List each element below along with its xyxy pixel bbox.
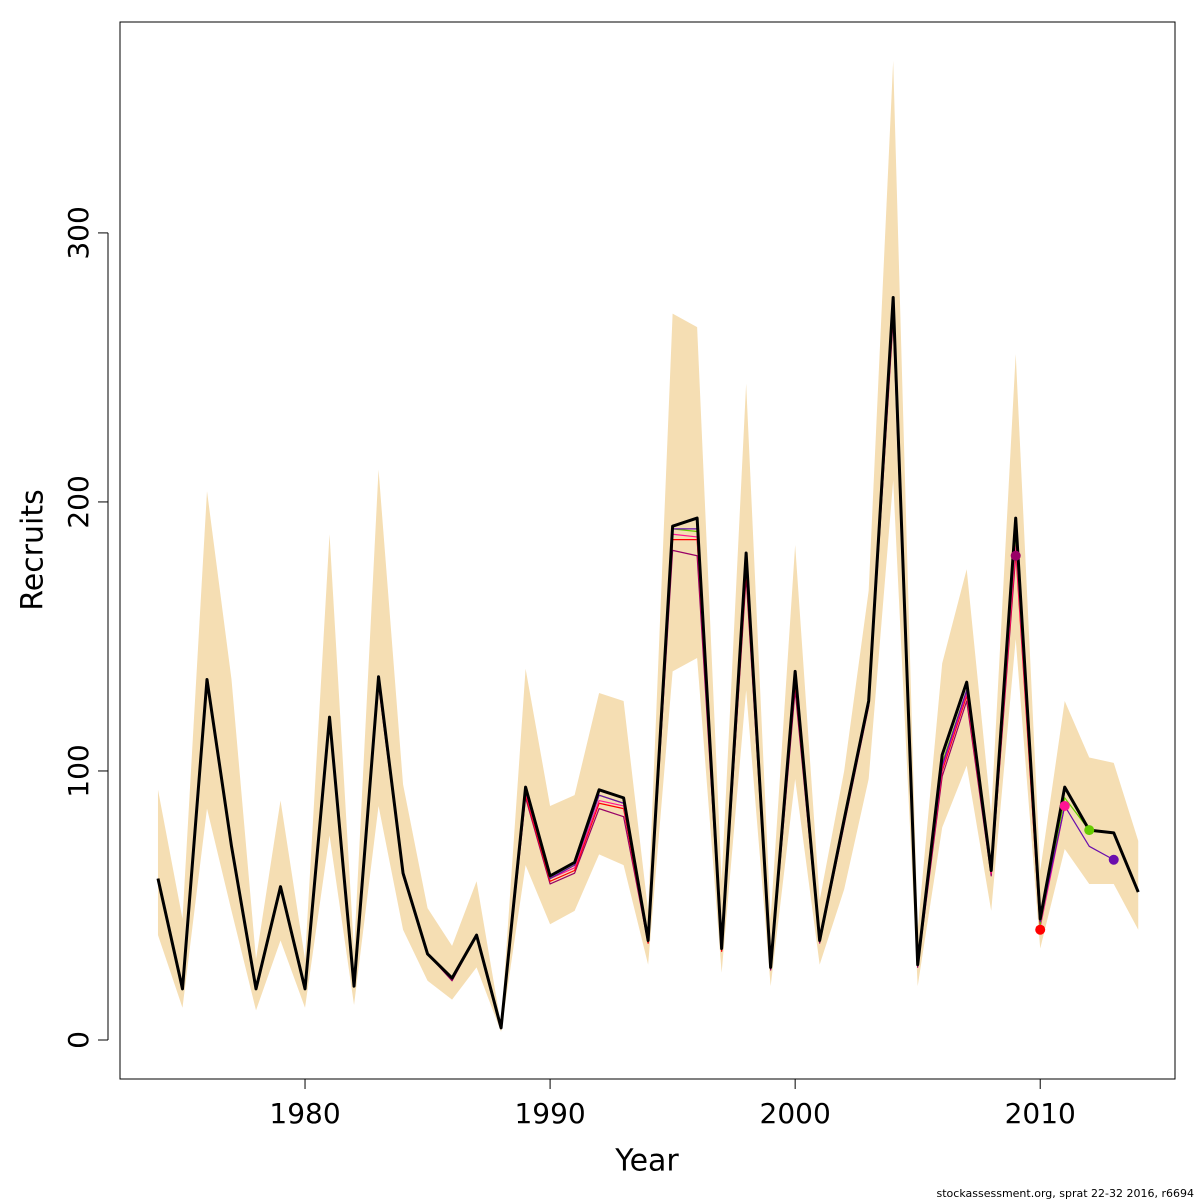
retro-end-point [1059,800,1070,811]
retro-end-point [1108,854,1119,865]
y-tick-label: 300 [62,206,95,259]
caption: stockassessment.org, sprat 22-32 2016, r… [937,1187,1194,1200]
x-tick-label: 1980 [269,1097,340,1130]
y-tick-label: 100 [62,744,95,797]
estimate-line [156,295,1140,1030]
y-tick-label: 0 [62,1031,95,1049]
x-axis-label: Year [614,1144,679,1179]
confidence-band [157,60,1139,1032]
retro-end-point [1084,825,1095,836]
x-tick-label: 2000 [760,1097,831,1130]
y-axis-label: Recruits [16,489,51,611]
y-tick-label: 200 [62,475,95,528]
retro-end-point [1035,924,1046,935]
x-tick-label: 2010 [1005,1097,1076,1130]
retro-end-point [1010,550,1021,561]
x-tick-label: 1990 [514,1097,585,1130]
